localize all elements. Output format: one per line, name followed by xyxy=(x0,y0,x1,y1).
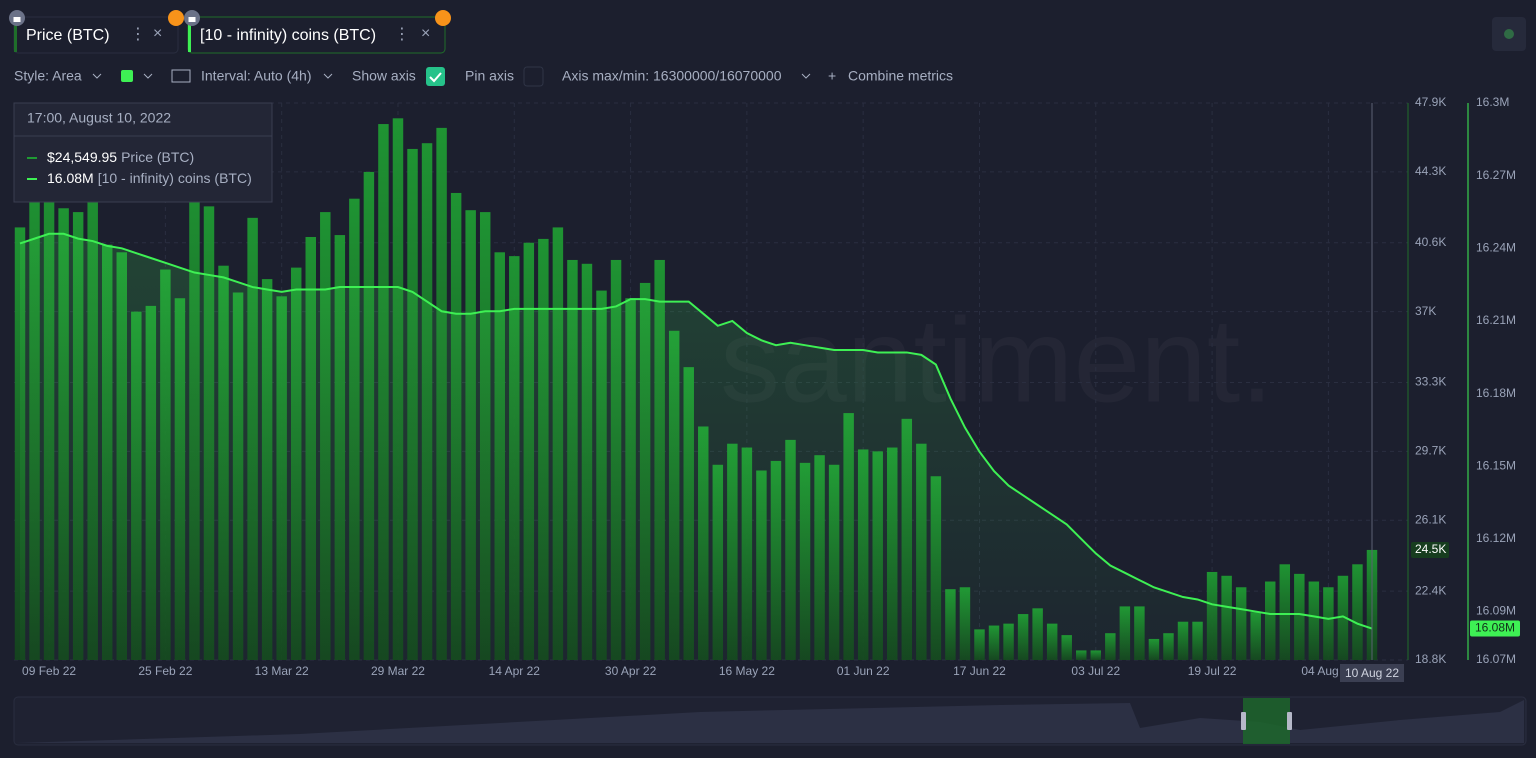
tab-color xyxy=(14,22,17,52)
axis-value-label: 24.5K xyxy=(1415,542,1446,556)
tooltip-value: $24,549.95 xyxy=(47,149,117,165)
interval-select[interactable]: Interval: Auto (4h) xyxy=(201,68,312,84)
x-tick-label: 13 Mar 22 xyxy=(255,664,309,678)
x-tick-label: 19 Jul 22 xyxy=(1188,664,1237,678)
navigator xyxy=(13,696,1527,746)
y2-tick-label: 16.09M xyxy=(1476,604,1516,618)
y-tick-label: 40.6K xyxy=(1415,235,1446,249)
y2-tick-label: 16.07M xyxy=(1476,652,1516,666)
show-axis-label: Show axis xyxy=(352,68,416,84)
show-axis-checkbox[interactable] xyxy=(426,67,445,86)
tab-color xyxy=(188,22,191,52)
area xyxy=(20,233,1372,660)
navigator-handle[interactable] xyxy=(1287,712,1292,730)
interval-icon xyxy=(171,69,191,83)
y2-tick-label: 16.27M xyxy=(1476,168,1516,182)
metric-tabs: Price (BTC) ⋮ × [10 - infinity) coins (B… xyxy=(9,10,1526,54)
x-tick-label: 17 Jun 22 xyxy=(953,664,1006,678)
tab-close[interactable]: × xyxy=(421,25,430,42)
combine-metrics[interactable]: Combine metrics xyxy=(848,68,953,84)
tab-label[interactable]: [10 - infinity) coins (BTC) xyxy=(200,27,376,44)
y-tick-label: 29.7K xyxy=(1415,444,1446,458)
tooltip-swatch xyxy=(27,157,37,159)
y-tick-label: 47.9K xyxy=(1415,95,1446,109)
navigator-shape xyxy=(16,700,1524,743)
x-tick-label: 29 Mar 22 xyxy=(371,664,425,678)
y2-tick-label: 16.15M xyxy=(1476,458,1516,472)
toolbar: Style: Area Interval: Auto (4h) Show axi… xyxy=(14,66,953,87)
x-tick-label: 09 Feb 22 xyxy=(22,664,76,678)
axis-value-label: 16.08M xyxy=(1475,621,1515,635)
btc-icon xyxy=(168,10,184,26)
color-picker[interactable] xyxy=(121,70,133,82)
tab-menu[interactable]: ⋮ xyxy=(394,26,410,43)
axis-maxmin[interactable]: Axis max/min: 16300000/16070000 xyxy=(562,68,782,84)
tooltip-row: $24,549.95 Price (BTC) xyxy=(47,149,194,165)
y-tick-label: 33.3K xyxy=(1415,375,1446,389)
pin-axis-checkbox[interactable] xyxy=(523,66,544,87)
tooltip-swatch xyxy=(27,178,37,180)
plus-icon: + xyxy=(828,68,836,84)
chevron xyxy=(801,73,811,79)
y2-tick-label: 16.21M xyxy=(1476,313,1516,327)
bar xyxy=(1352,564,1363,660)
plot: 18.8K 22.4K 26.1K 29.7K 33.3K 37K 40.6K 44.3K 47… xyxy=(13,95,1520,682)
crosshair-label: 10 Aug 22 xyxy=(1345,666,1399,680)
tooltip-value: 16.08M xyxy=(47,170,94,186)
pin-axis-label: Pin axis xyxy=(465,68,514,84)
chevron xyxy=(143,73,153,79)
axis-value-marker xyxy=(1411,541,1449,558)
line xyxy=(19,232,1373,630)
tab-menu[interactable]: ⋮ xyxy=(130,26,146,43)
y-tick-label: 37K xyxy=(1415,304,1436,318)
y-tick-label: 44.3K xyxy=(1415,164,1446,178)
checkmark xyxy=(429,72,442,83)
x-tick-label: 01 Jun 22 xyxy=(837,664,890,678)
tab-label[interactable]: Price (BTC) xyxy=(26,27,110,44)
navigator-selection[interactable] xyxy=(1243,698,1290,744)
bar xyxy=(1279,564,1291,660)
tab-close[interactable]: × xyxy=(153,25,162,42)
settings-icon xyxy=(1504,29,1514,39)
chevron xyxy=(92,73,102,79)
y2-tick-label: 16.18M xyxy=(1476,386,1516,400)
tooltip-series: Price (BTC) xyxy=(121,149,194,165)
navigator-handle[interactable] xyxy=(1241,712,1246,730)
tooltip-series: [10 - infinity) coins (BTC) xyxy=(98,170,252,186)
x-tick-label: 14 Apr 22 xyxy=(489,664,541,678)
y-tick-label: 18.8K xyxy=(1415,652,1446,666)
x-tick-label: 16 May 22 xyxy=(719,664,775,678)
y2-tick-label: 16.3M xyxy=(1476,95,1509,109)
tooltip-title: 17:00, August 10, 2022 xyxy=(27,110,171,126)
crosshair-label-bg xyxy=(1340,664,1404,682)
y2-tick-label: 16.12M xyxy=(1476,531,1516,545)
x-tick-label: 30 Apr 22 xyxy=(605,664,657,678)
x-tick-label: 03 Jul 22 xyxy=(1071,664,1120,678)
btc-icon xyxy=(435,10,451,26)
tooltip-row: 16.08M [10 - infinity) coins (BTC) xyxy=(47,170,252,186)
y-tick-label: 22.4K xyxy=(1415,583,1446,597)
y2-tick-label: 16.24M xyxy=(1476,240,1516,254)
lock-icon xyxy=(13,17,21,22)
lock-icon xyxy=(188,17,196,22)
style-select[interactable]: Style: Area xyxy=(14,68,82,84)
chevron xyxy=(323,73,333,79)
tooltip: 17:00, August 10, 2022 $24,549.95 Price (B… xyxy=(13,102,273,203)
y-tick-label: 26.1K xyxy=(1415,512,1446,526)
x-tick-label: 25 Feb 22 xyxy=(138,664,192,678)
axis-value-marker xyxy=(1470,620,1520,637)
tooltip-box xyxy=(13,102,273,203)
